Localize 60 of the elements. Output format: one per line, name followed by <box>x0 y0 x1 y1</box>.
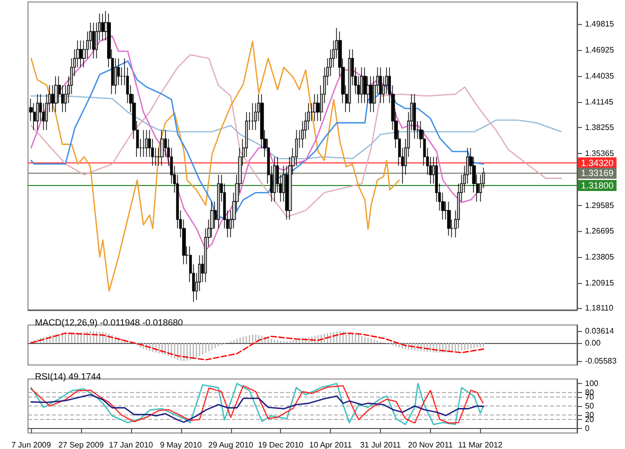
candlestick <box>363 66 367 104</box>
x-tick-label: 17 Jan 2010 <box>108 440 154 449</box>
candlestick <box>145 130 148 158</box>
candlestick <box>379 66 382 104</box>
line-series <box>30 35 478 251</box>
line-series <box>30 40 400 292</box>
y-tick-label: 1.35365 <box>585 149 614 158</box>
x-tick-label: 7 Jun 2009 <box>11 440 52 449</box>
x-tick-label: 31 Jul 2011 <box>360 440 402 449</box>
y-tick-label: 100 <box>585 379 599 388</box>
y-tick-label: 1.23805 <box>585 252 614 262</box>
y-tick-label: 1.29585 <box>585 200 614 210</box>
y-tick-label: 1.20915 <box>585 278 614 288</box>
candlestick <box>79 40 83 68</box>
line-series <box>30 54 562 218</box>
y-tick-label: 0.00 <box>585 338 602 348</box>
chart-title: RSI(14) 49.1744 <box>35 372 102 382</box>
candlestick <box>369 76 373 112</box>
candlestick <box>142 130 145 158</box>
candlestick <box>348 49 351 112</box>
x-tick-label: 20 Nov 2011 <box>408 440 454 449</box>
candlestick <box>273 156 276 202</box>
candlestick <box>92 22 95 59</box>
line-series <box>30 332 484 360</box>
candlestick <box>160 130 164 166</box>
y-tick-label: 1.46925 <box>585 46 614 55</box>
x-tick-label: 9 May 2010 <box>160 440 202 449</box>
candlestick <box>54 76 58 112</box>
y-tick-label: 70 <box>585 392 594 402</box>
ref-line-label: 1.34320 <box>581 158 614 168</box>
y-tick-label: 1.18110 <box>585 304 614 312</box>
y-tick-label: 1.26695 <box>585 226 614 236</box>
ref-line-label: 1.33169 <box>581 168 614 178</box>
x-tick-label: 27 Sep 2009 <box>58 440 104 449</box>
line-series <box>30 60 484 222</box>
x-tick-label: 10 Apr 2011 <box>309 440 352 449</box>
y-tick-label: 20 <box>585 415 594 424</box>
candlestick <box>413 94 416 140</box>
y-tick-label: -0.05583 <box>585 356 618 366</box>
y-tick-label: 1.41145 <box>585 97 614 106</box>
y-tick-label: 50 <box>585 402 594 410</box>
y-tick-label: 1.44035 <box>585 71 614 80</box>
chart-title: MACD(12,26,9) -0.011948 -0.018680 <box>35 318 183 328</box>
x-tick-label: 11 Mar 2012 <box>458 440 504 449</box>
candlestick <box>447 201 451 236</box>
x-tick-label: 19 Dec 2010 <box>258 440 304 449</box>
candlestick <box>217 174 220 229</box>
x-tick-label: 29 Aug 2010 <box>208 440 254 449</box>
y-tick-label: 0 <box>585 424 590 433</box>
ref-line-label: 1.31800 <box>581 180 614 190</box>
candlestick <box>313 94 317 122</box>
y-tick-label: 1.49815 <box>585 20 614 29</box>
candlestick <box>360 66 363 104</box>
line-series <box>30 394 484 423</box>
y-tick-label: 0.03614 <box>585 326 614 336</box>
line-series <box>30 95 562 160</box>
candlestick <box>251 102 254 130</box>
candlestick <box>36 94 39 130</box>
y-tick-label: 1.38255 <box>585 123 614 132</box>
candlestick <box>101 13 105 41</box>
